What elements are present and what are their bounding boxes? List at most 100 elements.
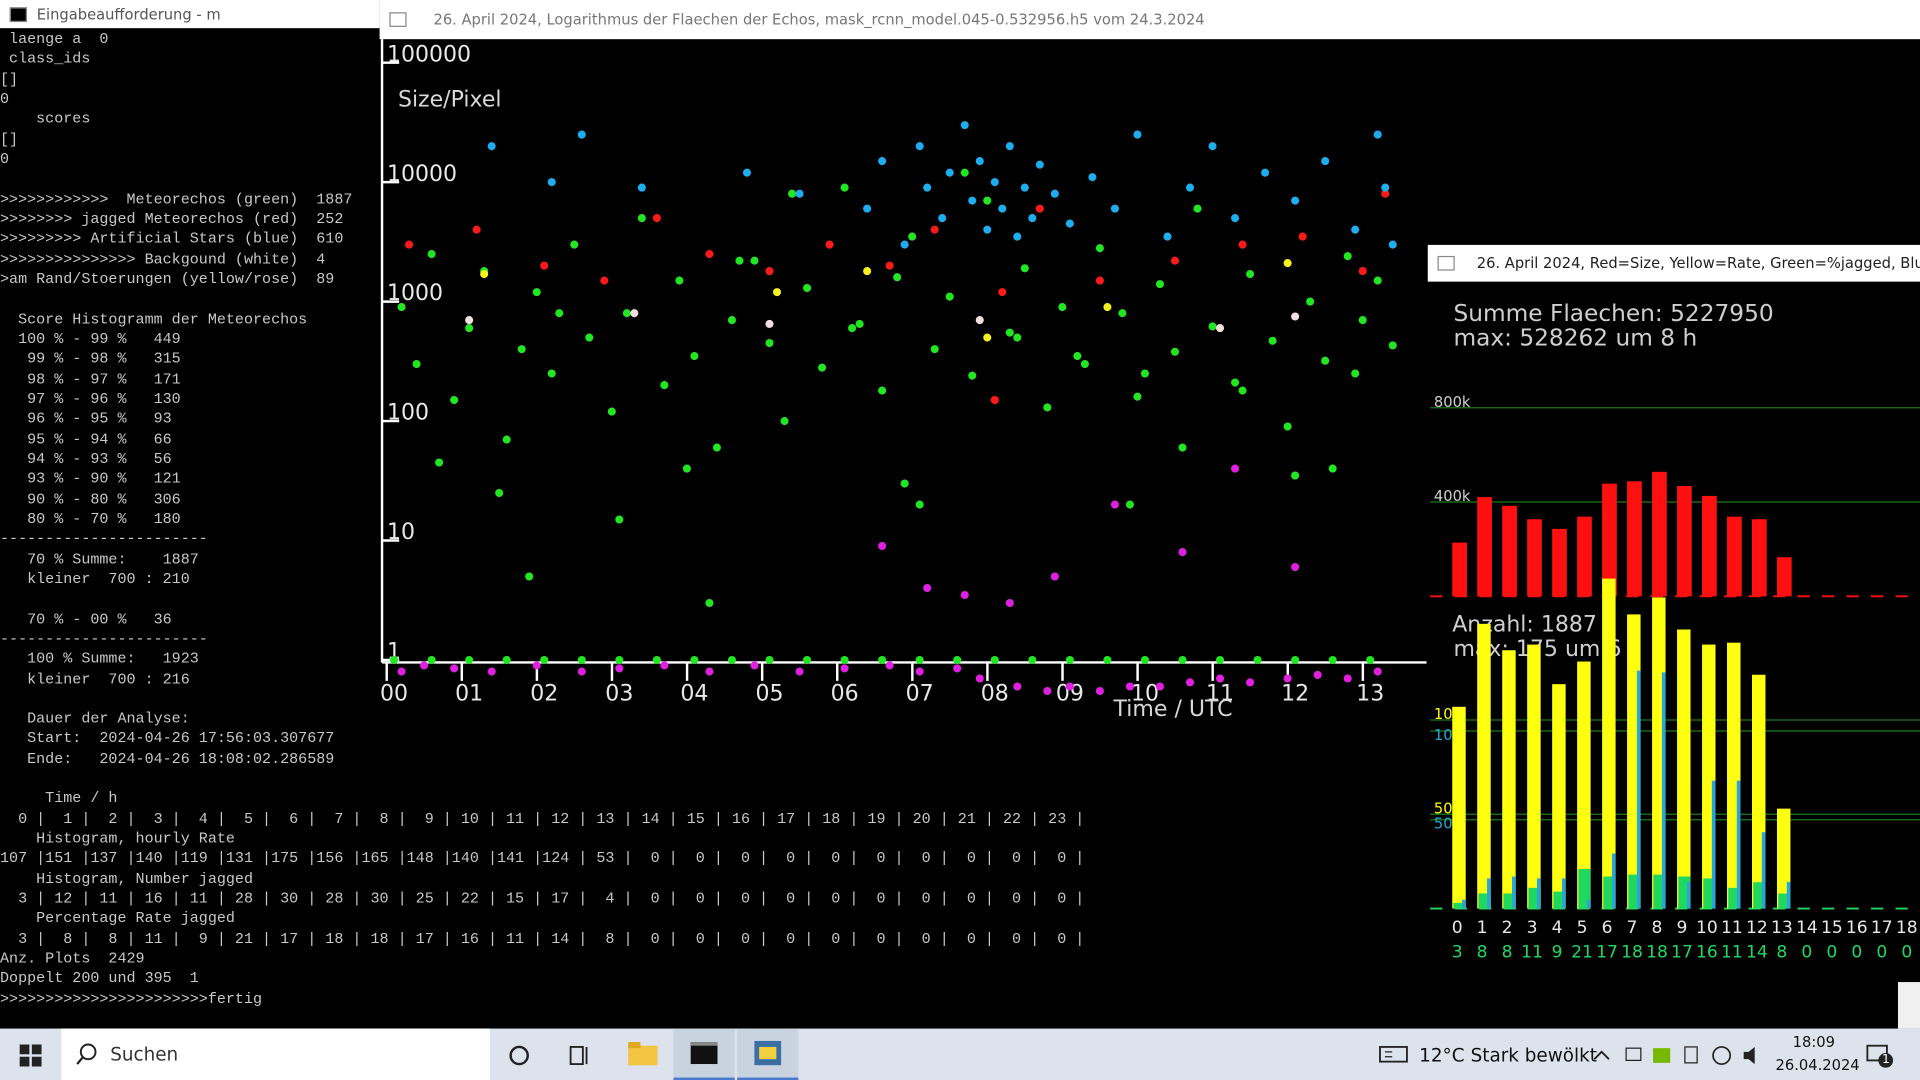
tray-icons[interactable] (1592, 1043, 1739, 1067)
x-tick-label: 01 (455, 681, 483, 706)
point (1239, 241, 1247, 249)
bar-title-bar[interactable]: 26. April 2024, Red=Size, Yellow=Rate, G… (1428, 245, 1920, 282)
point (630, 309, 638, 317)
point (991, 396, 999, 404)
scrollbar[interactable] (1898, 982, 1920, 1029)
task-view[interactable] (568, 1043, 592, 1067)
point (1178, 548, 1186, 556)
point (795, 190, 803, 198)
point (1284, 674, 1292, 682)
value-label: 0 (1851, 943, 1862, 963)
x-tick-label: 12 (1281, 681, 1309, 706)
volume[interactable] (1741, 1043, 1765, 1067)
point (961, 121, 969, 129)
point (1028, 214, 1036, 222)
value-label: 18 (1646, 943, 1668, 963)
point (728, 656, 736, 664)
point (1096, 277, 1104, 285)
temperature[interactable]: 12°C (1419, 1044, 1464, 1066)
point (1366, 656, 1374, 664)
point (1246, 270, 1254, 278)
point (983, 334, 991, 342)
weather-icon[interactable] (1379, 1044, 1408, 1064)
console-line: Ende: 2024-04-26 18:08:02.286589 (0, 749, 1084, 769)
point (1171, 257, 1179, 265)
x-tick-label: 15 (1821, 918, 1843, 938)
point (765, 320, 773, 328)
console-icon (10, 7, 27, 22)
point (1359, 316, 1367, 324)
point (1186, 184, 1194, 192)
point (533, 288, 541, 296)
point (540, 262, 548, 270)
point (548, 178, 556, 186)
plot-title: 26. April 2024, Logarithmus der Flaechen… (433, 11, 1204, 28)
point (1051, 190, 1059, 198)
clock-date[interactable]: 26.04.2024 (1776, 1057, 1860, 1074)
point (638, 214, 646, 222)
point (878, 387, 886, 395)
y-tick-label: 400k (1434, 488, 1471, 505)
value-label: 21 (1571, 943, 1593, 963)
x-tick-label: 7 (1627, 918, 1638, 938)
point (413, 360, 421, 368)
x-tick-label: 02 (530, 681, 558, 706)
explorer[interactable] (627, 1041, 659, 1068)
point (1284, 422, 1292, 430)
point (503, 656, 511, 664)
point (675, 277, 683, 285)
annotation: Anzahl: 1887 (1452, 613, 1597, 638)
point (908, 233, 916, 241)
point (660, 661, 668, 669)
y-tick-label: 800k (1434, 394, 1471, 411)
value-label: 18 (1621, 943, 1643, 963)
point (1133, 131, 1141, 139)
bar (1462, 900, 1466, 909)
point (1374, 668, 1382, 676)
bar (1627, 481, 1642, 596)
point (705, 250, 713, 258)
x-tick-label: 17 (1871, 918, 1893, 938)
x-tick-label: 06 (831, 681, 859, 706)
console-task[interactable] (673, 1029, 734, 1080)
point (1381, 184, 1389, 192)
plot-title-bar[interactable]: 26. April 2024, Logarithmus der Flaechen… (380, 0, 1920, 39)
point (1329, 656, 1337, 664)
point (1216, 656, 1224, 664)
start-button[interactable] (20, 1044, 42, 1066)
bar (1652, 472, 1667, 597)
x-tick-label: 08 (981, 681, 1009, 706)
x-tick-label: 3 (1527, 918, 1538, 938)
notifications-count[interactable]: 1 (1882, 1053, 1890, 1066)
console-line: >>>>>>>>>>>>>>>>>>>>>>>fertig (0, 989, 1084, 1009)
bar (1662, 672, 1666, 908)
bar (1502, 506, 1517, 597)
point (1103, 303, 1111, 311)
point (525, 572, 533, 580)
point (803, 656, 811, 664)
point (653, 656, 661, 664)
point (1013, 334, 1021, 342)
console-line: Histogram, hourly Rate (0, 829, 1084, 849)
point (946, 169, 954, 177)
point (548, 369, 556, 377)
weather[interactable]: Stark bewölkt (1471, 1044, 1597, 1066)
point (1043, 687, 1051, 695)
point (750, 661, 758, 669)
bar (1512, 877, 1516, 909)
clock-time[interactable]: 18:09 (1793, 1033, 1835, 1050)
bar (1587, 900, 1591, 909)
point (1329, 465, 1337, 473)
point (1141, 656, 1149, 664)
point (998, 205, 1006, 213)
point (923, 584, 931, 592)
python-task[interactable] (737, 1029, 798, 1080)
point (1374, 277, 1382, 285)
x-tick-label: 13 (1771, 918, 1793, 938)
point (1126, 682, 1134, 690)
cortana[interactable] (507, 1043, 531, 1067)
search-box[interactable]: Suchen (61, 1029, 490, 1080)
point (735, 257, 743, 265)
